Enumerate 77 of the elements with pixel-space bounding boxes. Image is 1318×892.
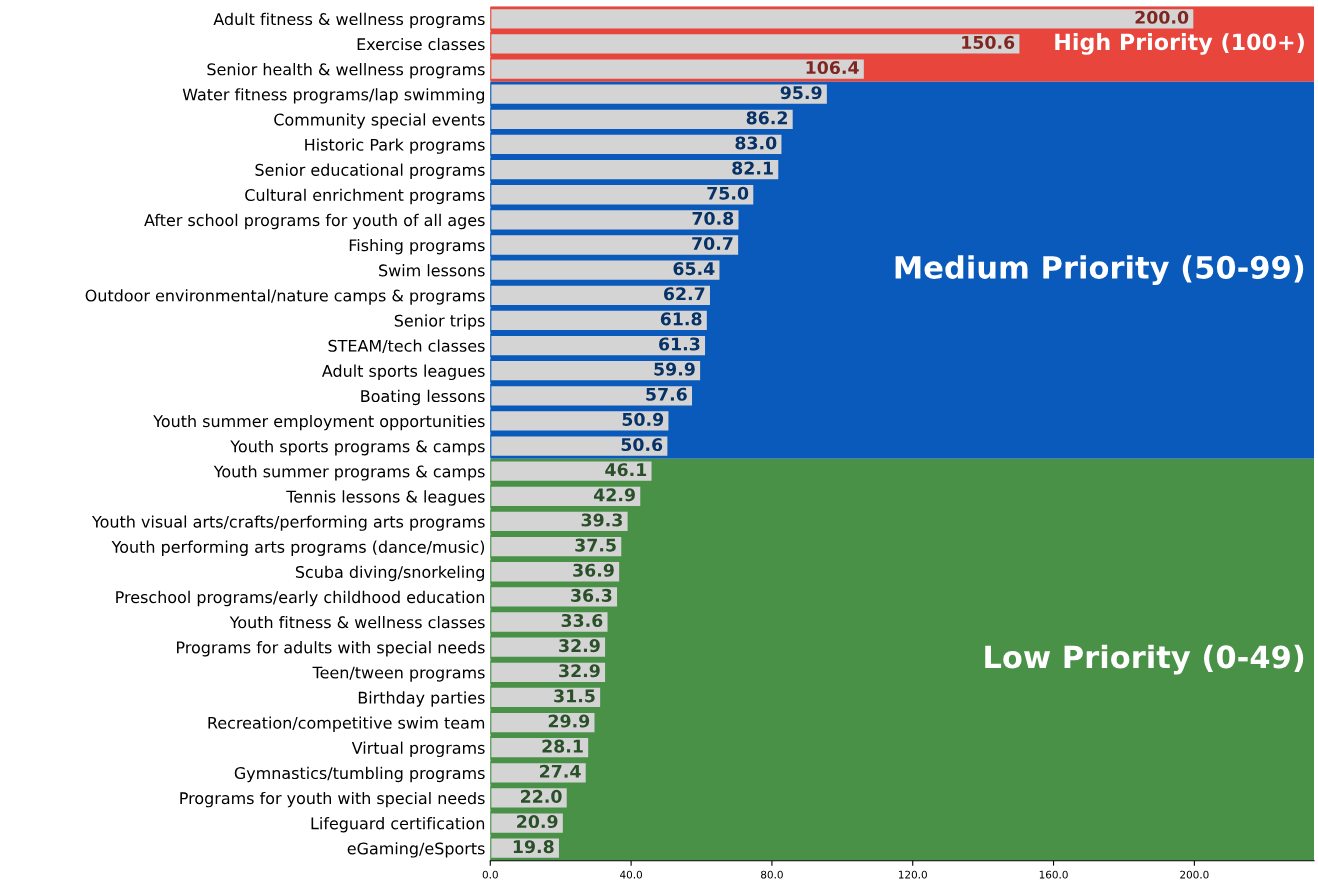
data-label: 31.5 — [554, 689, 595, 703]
x-tick-label: 160.0 — [1039, 870, 1068, 879]
data-label: 59.9 — [654, 362, 695, 376]
y-tick-label: Tennis lessons & leagues — [286, 490, 485, 506]
y-tick-label: Scuba diving/snorkeling — [295, 565, 484, 582]
y-tick-label: Youth summer employment opportunities — [153, 414, 485, 431]
data-label: 83.0 — [735, 136, 777, 150]
data-label: 61.8 — [660, 312, 702, 326]
y-tick-label: After school programs for youth of all ages — [144, 213, 485, 230]
data-label: 32.9 — [559, 639, 600, 653]
data-label: 46.1 — [605, 463, 647, 477]
data-label: 36.9 — [573, 563, 614, 577]
y-tick-label: Youth fitness & wellness classes — [229, 615, 485, 629]
y-tick-label: Recreation/competitive swim team — [208, 716, 485, 732]
data-label: 22.0 — [521, 789, 562, 803]
y-tick-label: Senior health & wellness programs — [207, 63, 485, 79]
data-label: 95.9 — [780, 86, 822, 100]
y-tick-label: eGaming/eSports — [347, 842, 485, 858]
data-label: 50.6 — [621, 437, 663, 452]
data-label: 28.1 — [542, 739, 583, 753]
x-tick-label: 120.0 — [898, 870, 927, 879]
y-tick-label: Youth performing arts programs (dance/music) — [111, 540, 485, 556]
y-tick-label: Exercise classes — [357, 37, 485, 51]
data-label: 42.9 — [593, 488, 635, 502]
data-label: 33.6 — [561, 613, 603, 628]
data-label: 106.4 — [806, 60, 859, 75]
band-label: Medium Priority (50-99) — [895, 255, 1304, 286]
y-tick-label: Senior trips — [394, 314, 485, 330]
x-tick-label: 80.0 — [761, 870, 783, 879]
y-tick-label: Adult fitness & wellness programs — [213, 12, 485, 29]
y-tick-label: Youth summer programs & camps — [213, 465, 485, 481]
data-label: 39.3 — [581, 513, 622, 527]
y-tick-label: Teen/tween programs — [312, 666, 485, 682]
data-label: 32.9 — [559, 664, 600, 678]
data-label: 70.8 — [692, 211, 734, 225]
y-tick-label: Swim lessons — [379, 264, 485, 277]
y-tick-label: Senior educational programs — [255, 163, 485, 179]
y-tick-label: Boating lessons — [361, 389, 485, 406]
y-tick-label: Youth visual arts/crafts/performing arts programs — [91, 515, 485, 531]
x-tick-label: 200.0 — [1180, 870, 1209, 879]
data-label: 82.1 — [732, 161, 773, 175]
y-tick-label: Outdoor environmental/nature camps & programs — [85, 289, 485, 305]
data-label: 70.7 — [692, 236, 733, 251]
band-label: High Priority (100+) — [1055, 33, 1304, 55]
data-label: 36.3 — [571, 588, 612, 602]
data-label: 65.4 — [673, 262, 715, 276]
y-tick-label: Historic Park programs — [305, 138, 485, 154]
y-tick-label: Preschool programs/early childhood education — [116, 590, 485, 607]
y-tick-label: Programs for adults with special needs — [177, 641, 485, 657]
y-tick-label: Birthday parties — [358, 691, 485, 707]
data-label: 62.7 — [663, 287, 705, 301]
y-tick-label: Fishing programs — [349, 238, 485, 255]
data-label: 61.3 — [659, 337, 700, 351]
y-tick-label: Adult sports leagues — [321, 364, 485, 381]
y-tick-label: Programs for youth with special needs — [180, 791, 485, 808]
data-label: 150.6 — [962, 35, 1015, 49]
y-tick-label: STEAM/tech classes — [328, 339, 485, 354]
x-tick-label: 0.0 — [482, 870, 498, 879]
data-label: 37.5 — [575, 538, 616, 552]
data-label: 86.2 — [746, 111, 787, 125]
x-tick-label: 40.0 — [620, 870, 643, 879]
data-label: 50.9 — [622, 412, 664, 426]
y-tick-label: Water fitness programs/lap swimming — [182, 88, 484, 104]
data-label: 19.8 — [513, 840, 554, 854]
y-tick-label: Gymnastics/tumbling programs — [234, 766, 485, 783]
y-tick-label: Lifeguard certification — [311, 817, 485, 833]
y-tick-label: Community special events — [274, 113, 485, 129]
data-label: 200.0 — [1135, 10, 1189, 24]
band-label: Low Priority (0-49) — [985, 644, 1304, 675]
data-label: 20.9 — [517, 814, 558, 829]
data-label: 27.4 — [540, 764, 581, 778]
data-label: 75.0 — [707, 186, 749, 200]
y-tick-label: Virtual programs — [351, 741, 485, 758]
y-tick-label: Cultural enrichment programs — [245, 188, 485, 205]
data-label: 29.9 — [548, 714, 590, 728]
data-label: 57.6 — [646, 387, 687, 401]
y-tick-label: Youth sports programs & camps — [230, 440, 485, 456]
